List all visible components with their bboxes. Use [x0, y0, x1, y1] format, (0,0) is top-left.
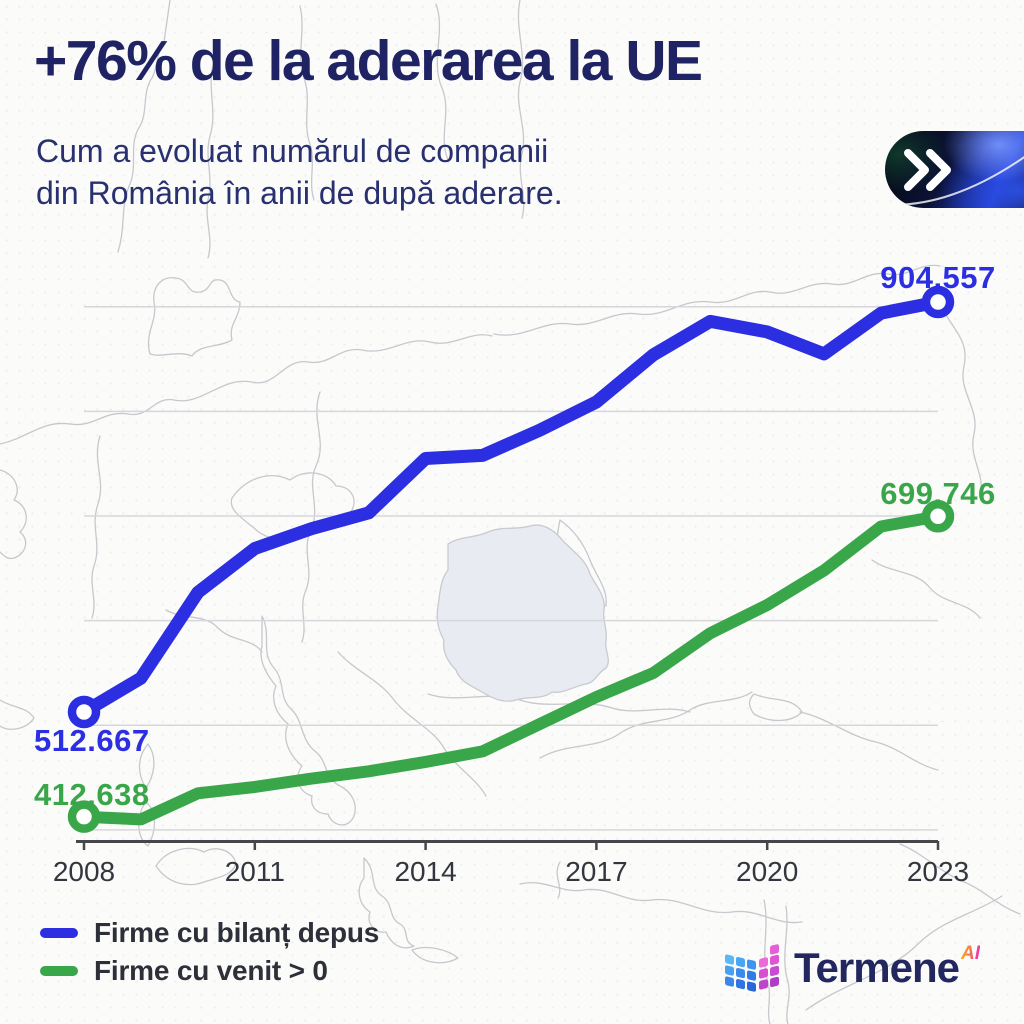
x-axis-label: 2008 — [52, 856, 116, 887]
data-label-green-start: 412.638 — [34, 777, 150, 812]
legend-label-bilant: Firme cu bilanț depus — [94, 917, 380, 948]
logo-ai-superscript: AI — [960, 943, 980, 964]
series-line-1 — [78, 510, 944, 826]
x-axis-label: 2014 — [394, 856, 457, 887]
legend-swatch-green — [40, 966, 78, 976]
x-axis-label: 2017 — [565, 856, 628, 887]
badge-swoosh-decoration — [885, 155, 1024, 206]
romania-shape — [436, 524, 609, 702]
termene-logo: Termene AI — [722, 938, 980, 1000]
series-endpoint-marker — [67, 695, 101, 729]
legend-item-bilant: Firme cu bilanț depus — [40, 914, 379, 952]
double-chevron-right-icon — [904, 148, 951, 191]
next-slide-badge[interactable] — [885, 131, 1024, 208]
x-axis-label: 2011 — [224, 856, 285, 887]
termene-cube-icon — [725, 944, 779, 992]
x-axis-label: 2023 — [906, 856, 970, 887]
data-label-blue-start: 512.667 — [34, 723, 150, 758]
legend-item-venit: Firme cu venit > 0 — [40, 952, 379, 990]
chart-legend: Firme cu bilanț depus Firme cu venit > 0 — [40, 914, 379, 990]
x-axis-label: 2020 — [736, 856, 799, 887]
subtitle-line-1: Cum a evoluat numărul de companii — [36, 133, 549, 169]
page-subtitle: Cum a evoluat numărul de companii din Ro… — [36, 130, 716, 214]
legend-swatch-blue — [40, 928, 78, 938]
subtitle-line-2: din România în anii de după aderare. — [36, 175, 563, 212]
logo-wordmark: Termene — [794, 944, 960, 991]
data-label-blue-end: 904.557 — [880, 260, 996, 295]
data-label-green-end: 699.746 — [880, 476, 996, 511]
page-title: +76% de la aderarea la UE — [34, 29, 703, 93]
legend-label-venit: Firme cu venit > 0 — [94, 955, 328, 986]
series-line-0 — [77, 295, 945, 719]
